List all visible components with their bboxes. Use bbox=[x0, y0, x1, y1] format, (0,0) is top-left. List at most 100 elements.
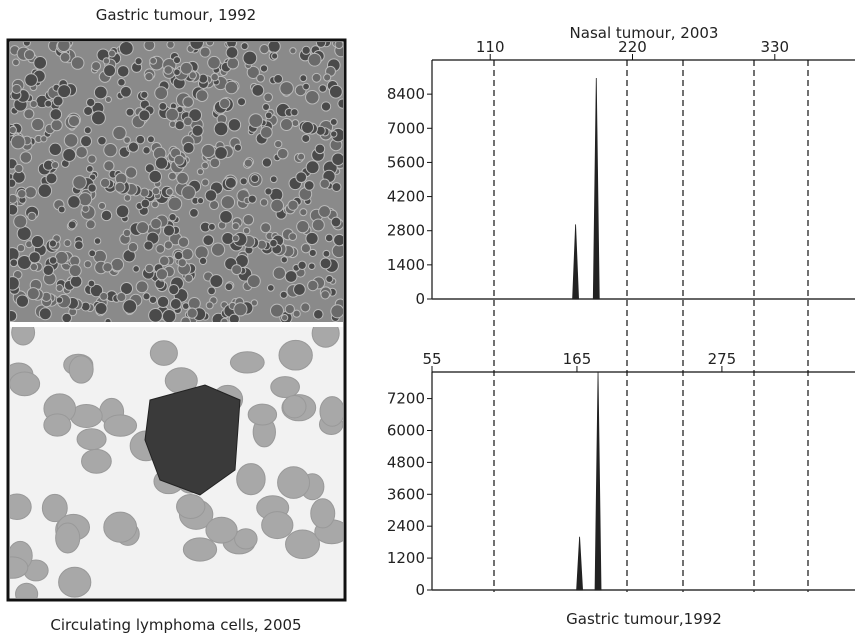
red-cell bbox=[278, 339, 313, 371]
cell bbox=[295, 171, 308, 184]
cell bbox=[201, 143, 216, 159]
cell bbox=[93, 237, 102, 245]
red-cell bbox=[10, 493, 32, 520]
red-cell bbox=[285, 529, 321, 560]
cell bbox=[142, 292, 151, 301]
cell bbox=[63, 239, 72, 248]
cell bbox=[264, 187, 273, 196]
cell bbox=[227, 118, 242, 132]
cell bbox=[181, 185, 196, 200]
cell bbox=[209, 200, 220, 211]
cell bbox=[195, 89, 209, 102]
cell bbox=[319, 257, 332, 270]
cell bbox=[103, 64, 117, 77]
cell bbox=[87, 279, 96, 288]
cell bbox=[70, 56, 85, 70]
cell bbox=[91, 61, 102, 72]
red-cell bbox=[311, 327, 340, 348]
cell bbox=[135, 134, 146, 145]
cell bbox=[163, 240, 174, 250]
cell bbox=[251, 84, 265, 97]
cell bbox=[48, 142, 62, 157]
cell bbox=[120, 281, 134, 295]
red-cell bbox=[103, 414, 138, 437]
cell bbox=[151, 186, 161, 196]
cell bbox=[123, 136, 131, 144]
red-cell bbox=[76, 428, 107, 451]
cell bbox=[144, 72, 154, 82]
cell bbox=[62, 148, 77, 162]
cell bbox=[291, 119, 300, 127]
cell bbox=[12, 58, 20, 67]
cell bbox=[263, 92, 273, 103]
cell bbox=[103, 160, 115, 172]
cell bbox=[177, 236, 190, 248]
cell bbox=[162, 224, 176, 237]
cell bbox=[49, 108, 63, 121]
cell bbox=[135, 280, 149, 294]
cell bbox=[303, 180, 315, 191]
y-tick-label: 6000 bbox=[387, 421, 425, 439]
cell bbox=[94, 302, 108, 316]
cell bbox=[57, 42, 71, 53]
red-cell bbox=[247, 403, 278, 426]
cell bbox=[140, 198, 151, 209]
cell bbox=[240, 42, 249, 51]
cell bbox=[220, 195, 236, 210]
cell bbox=[250, 174, 260, 184]
cell bbox=[45, 172, 58, 185]
cell bbox=[307, 52, 322, 67]
cell bbox=[10, 193, 18, 204]
cell bbox=[293, 283, 306, 296]
cell bbox=[260, 126, 273, 139]
cell bbox=[149, 56, 158, 65]
cell bbox=[280, 256, 288, 264]
cell bbox=[42, 264, 55, 276]
cell bbox=[102, 262, 113, 273]
cell bbox=[51, 160, 60, 170]
cell bbox=[154, 86, 169, 101]
cell bbox=[67, 195, 81, 209]
red-cell bbox=[43, 413, 72, 437]
cell bbox=[318, 205, 331, 218]
x-tick-label: 110 bbox=[476, 38, 505, 56]
cell bbox=[231, 234, 240, 243]
cell bbox=[269, 175, 278, 184]
cell bbox=[11, 83, 22, 94]
cell bbox=[22, 42, 31, 47]
cell bbox=[189, 208, 199, 218]
cell bbox=[297, 260, 307, 270]
red-cell bbox=[229, 351, 265, 374]
cell bbox=[125, 107, 135, 117]
blood-cells bbox=[10, 327, 343, 598]
cell bbox=[224, 282, 234, 292]
cell bbox=[148, 169, 162, 184]
cell bbox=[107, 49, 116, 58]
cell bbox=[165, 187, 174, 196]
cell bbox=[155, 268, 169, 281]
cell bbox=[59, 51, 71, 63]
cell bbox=[299, 208, 308, 217]
cell bbox=[273, 74, 284, 84]
cell bbox=[284, 303, 295, 315]
x-tick-label: 55 bbox=[422, 350, 441, 368]
cell bbox=[205, 301, 214, 310]
cell bbox=[264, 111, 273, 120]
cell bbox=[207, 222, 216, 231]
cell bbox=[127, 242, 139, 253]
cell bbox=[188, 71, 197, 80]
cell bbox=[313, 309, 324, 320]
red-cell bbox=[149, 340, 178, 366]
cell bbox=[67, 220, 77, 230]
cell bbox=[116, 65, 130, 78]
cell bbox=[320, 101, 332, 112]
red-cell bbox=[319, 396, 343, 427]
cell bbox=[123, 194, 132, 202]
cell bbox=[287, 199, 299, 211]
cell bbox=[142, 146, 151, 155]
cell bbox=[209, 157, 221, 169]
cell bbox=[196, 168, 205, 176]
cell bbox=[259, 64, 269, 73]
cell bbox=[37, 183, 53, 198]
